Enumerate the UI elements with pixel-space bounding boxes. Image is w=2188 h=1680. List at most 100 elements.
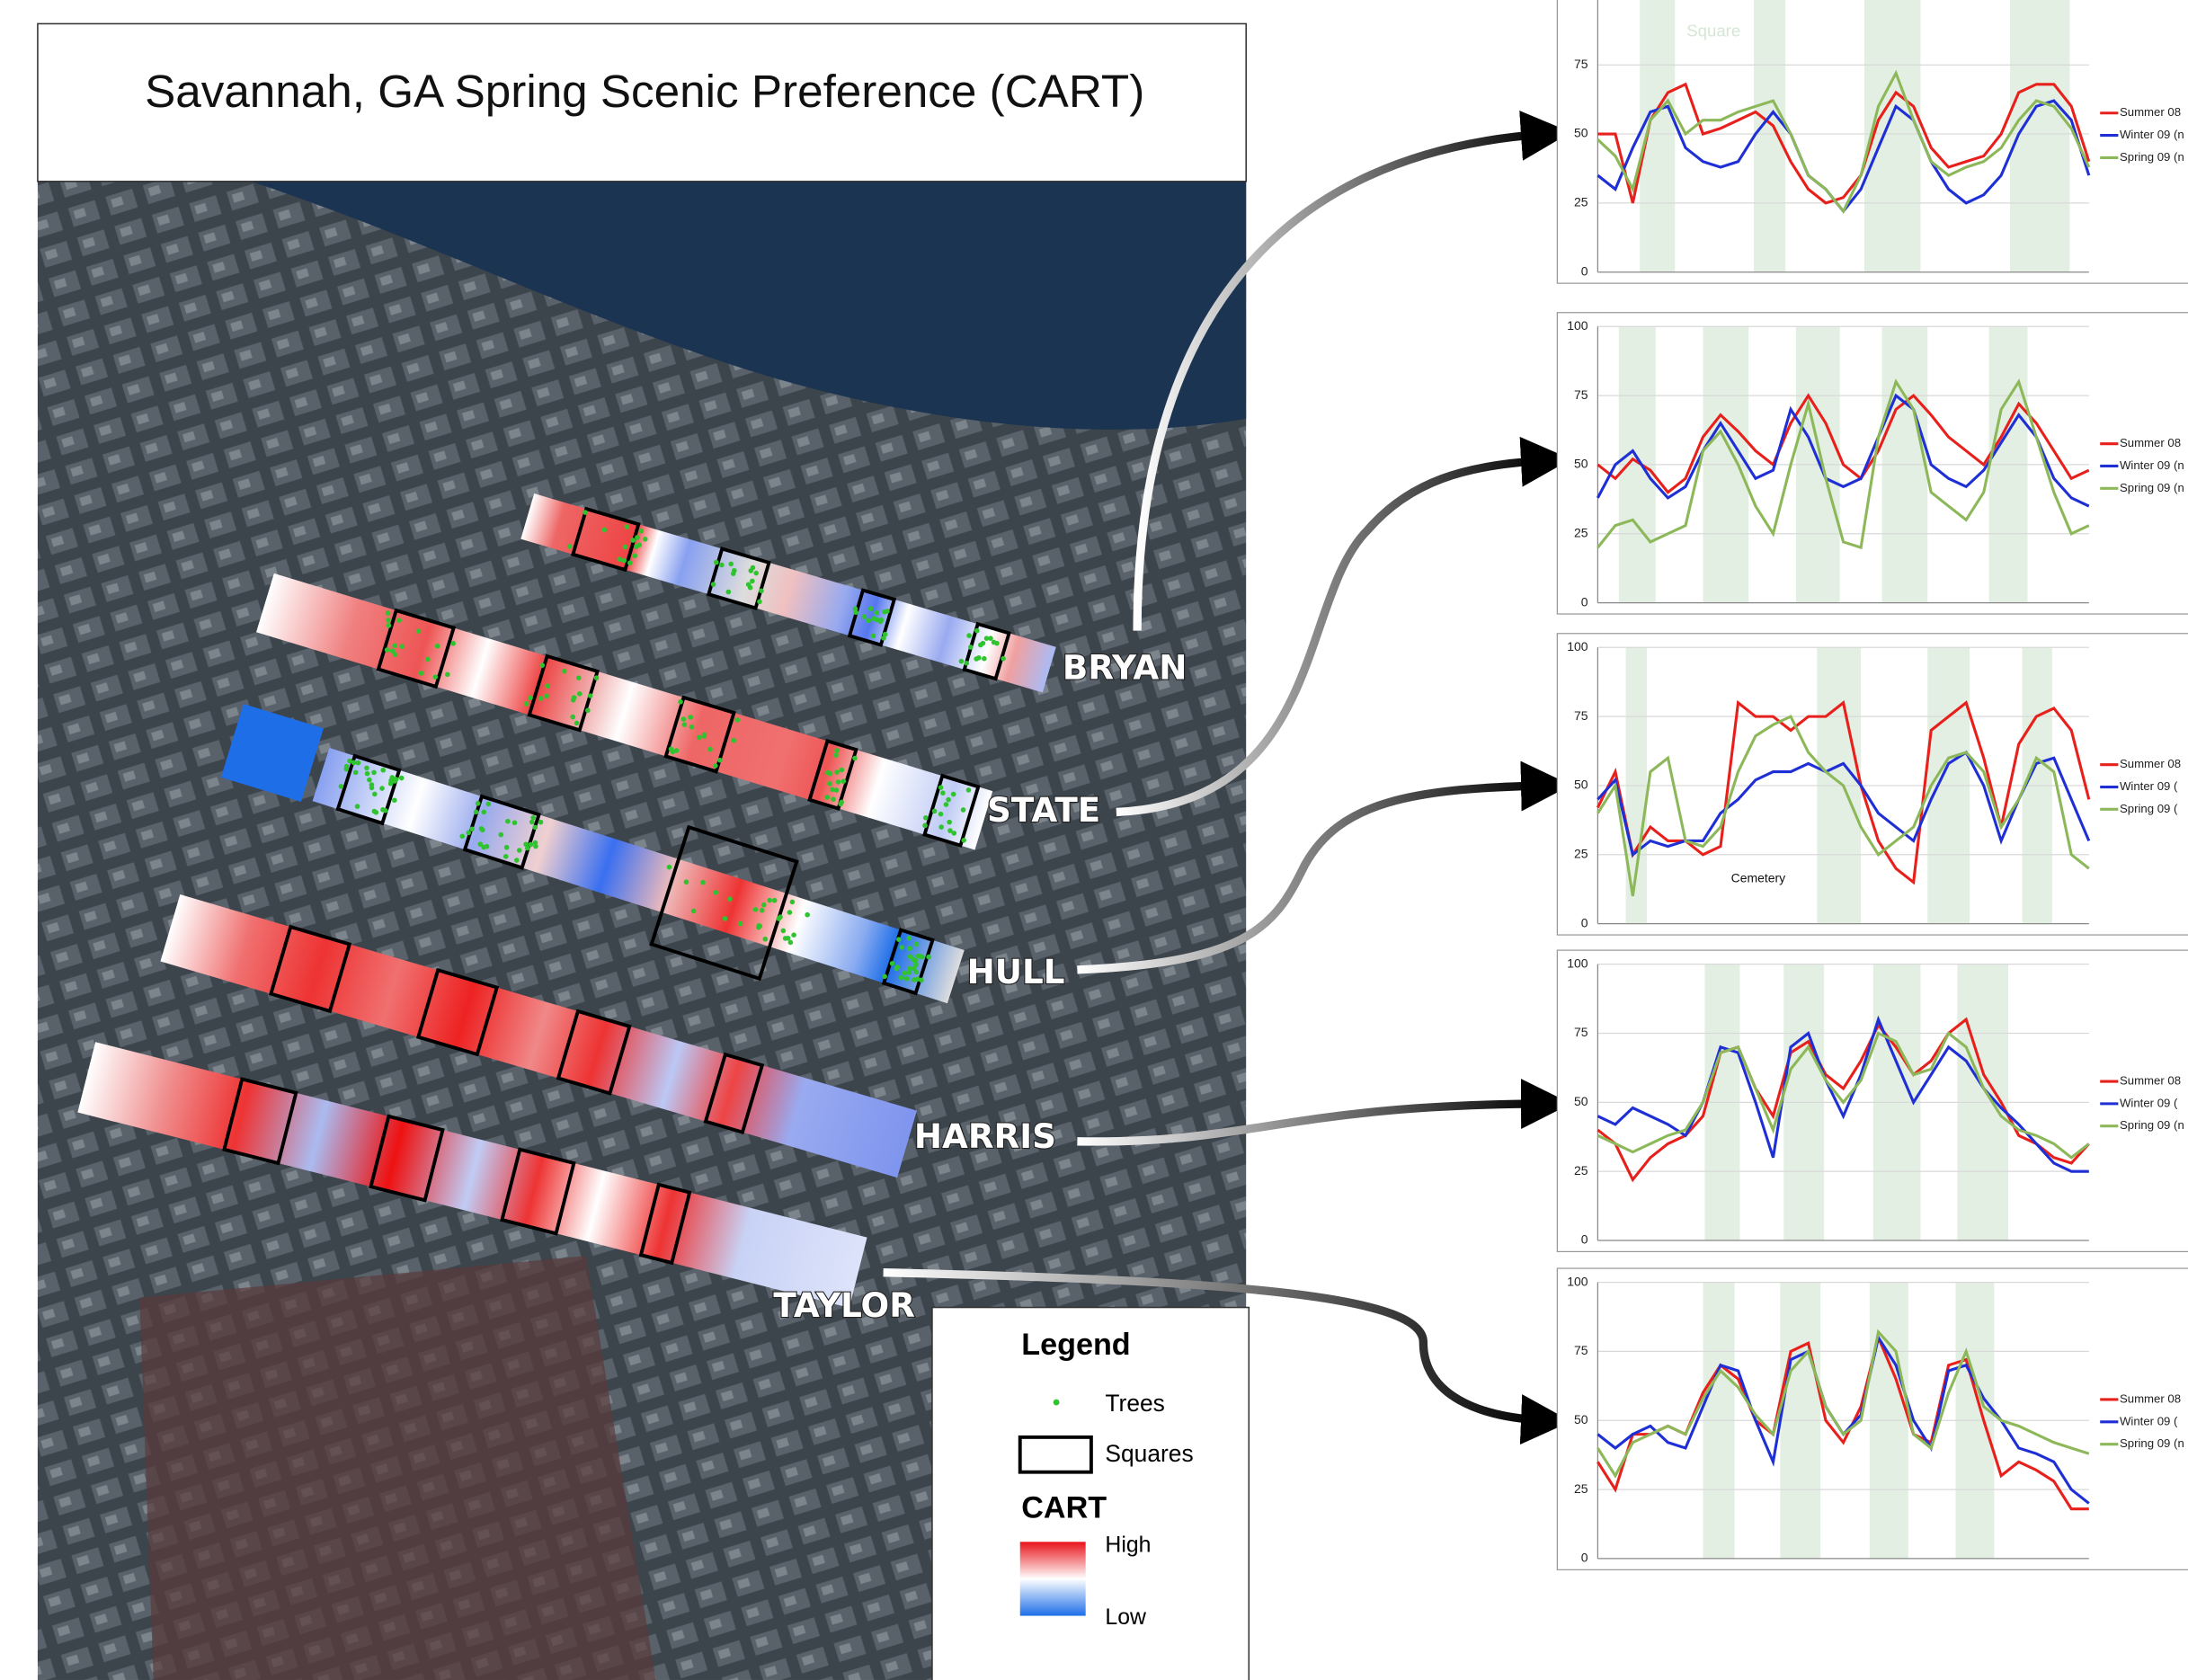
tree [691, 909, 697, 914]
y-tick-label: 75 [1574, 57, 1588, 71]
tree [805, 912, 810, 918]
tree [602, 528, 608, 533]
tree [392, 643, 397, 648]
tree [530, 815, 536, 821]
tree [781, 929, 787, 934]
tree [762, 937, 768, 942]
tree [594, 675, 600, 680]
tree [994, 641, 1000, 646]
street-label: HULL [967, 952, 1065, 991]
tree [783, 936, 788, 941]
tree [912, 977, 917, 982]
legend-label: Winter 09 (n [2120, 458, 2184, 472]
tree [923, 815, 929, 821]
legend-label: Low [1105, 1605, 1146, 1630]
tree [369, 782, 375, 787]
chart-frame [1557, 634, 2188, 935]
y-tick-label: 100 [1567, 1274, 1588, 1288]
tree [723, 916, 728, 921]
tree [576, 675, 582, 680]
y-tick-label: 0 [1581, 1232, 1588, 1247]
tree [727, 896, 733, 902]
tree [538, 820, 544, 825]
tree [915, 954, 921, 959]
map-panel: Savannah, GA Spring Scenic Preference (C… [38, 23, 1249, 1680]
tree [904, 976, 910, 982]
tree [356, 760, 361, 766]
legend-label: Spring 09 (n [2120, 481, 2184, 494]
chart: 0255075100Summer 08Winter 09 (Spring 09 … [1557, 1268, 2188, 1569]
chart: 0255075100Summer 08Winter 09 (nSpring 09… [1557, 0, 2188, 283]
y-tick-label: 50 [1574, 1412, 1588, 1427]
figure: Savannah, GA Spring Scenic Preference (C… [0, 0, 2188, 1680]
tree [912, 966, 917, 972]
y-tick-label: 25 [1574, 525, 1588, 539]
tree [746, 582, 752, 587]
tree [544, 694, 549, 699]
tree [938, 785, 944, 790]
tree [772, 898, 778, 903]
tree [466, 831, 471, 836]
tree [790, 900, 796, 905]
tree [911, 957, 916, 963]
tree [688, 715, 693, 720]
tree-symbol [1054, 1400, 1060, 1406]
legend-label: Squares [1105, 1440, 1193, 1467]
tree [841, 778, 847, 784]
y-tick-label: 100 [1567, 956, 1588, 970]
tree [711, 582, 716, 587]
tree [959, 659, 965, 664]
tree [385, 647, 390, 653]
chart: 0255075100Summer 08Winter 09 (Spring 09 … [1557, 950, 2188, 1251]
tree [862, 614, 867, 619]
tree [482, 810, 487, 815]
tree [852, 756, 858, 761]
tree [339, 784, 344, 789]
tree [399, 776, 405, 781]
tree [896, 937, 902, 942]
tree [932, 809, 938, 814]
tree [907, 946, 912, 951]
tree [512, 820, 518, 825]
tree [728, 562, 734, 567]
y-tick-label: 25 [1574, 1163, 1588, 1178]
legend-label: Winter 09 ( [2120, 1414, 2178, 1427]
page: {"map": {"title": "Savannah, GA Spring S… [0, 0, 2188, 1680]
y-tick-label: 100 [1567, 639, 1588, 653]
tree [419, 671, 424, 676]
y-tick-label: 25 [1574, 1481, 1588, 1496]
tree [372, 792, 378, 797]
tree [399, 644, 405, 649]
tree [899, 945, 904, 950]
tree [702, 733, 707, 738]
street-label: HARRIS [914, 1116, 1056, 1156]
map-title: Savannah, GA Spring Scenic Preference (C… [145, 66, 1144, 117]
tree [700, 880, 706, 885]
tree [938, 824, 944, 830]
tree [1001, 656, 1006, 662]
legend-label: Summer 08 [2120, 1391, 2181, 1405]
legend-label: Summer 08 [2120, 436, 2181, 449]
tree [753, 907, 759, 912]
tree [588, 693, 593, 698]
legend-label: Winter 09 ( [2120, 1096, 2178, 1109]
tree [478, 841, 484, 847]
tree [364, 766, 369, 771]
tree [486, 802, 492, 807]
tree [834, 787, 840, 793]
tree [450, 641, 456, 646]
tree [894, 966, 900, 972]
tree [791, 932, 796, 938]
legend-label: Winter 09 (n [2120, 128, 2184, 141]
tree [387, 623, 392, 628]
tree [353, 770, 359, 776]
legend-label: Summer 08 [2120, 105, 2181, 119]
tree [824, 795, 830, 800]
legend-label: Winter 09 ( [2120, 779, 2178, 793]
tree [355, 804, 360, 809]
y-tick-label: 50 [1574, 778, 1588, 792]
tree [875, 618, 880, 623]
tree [946, 797, 951, 803]
tree [938, 812, 944, 817]
tree [667, 865, 672, 870]
